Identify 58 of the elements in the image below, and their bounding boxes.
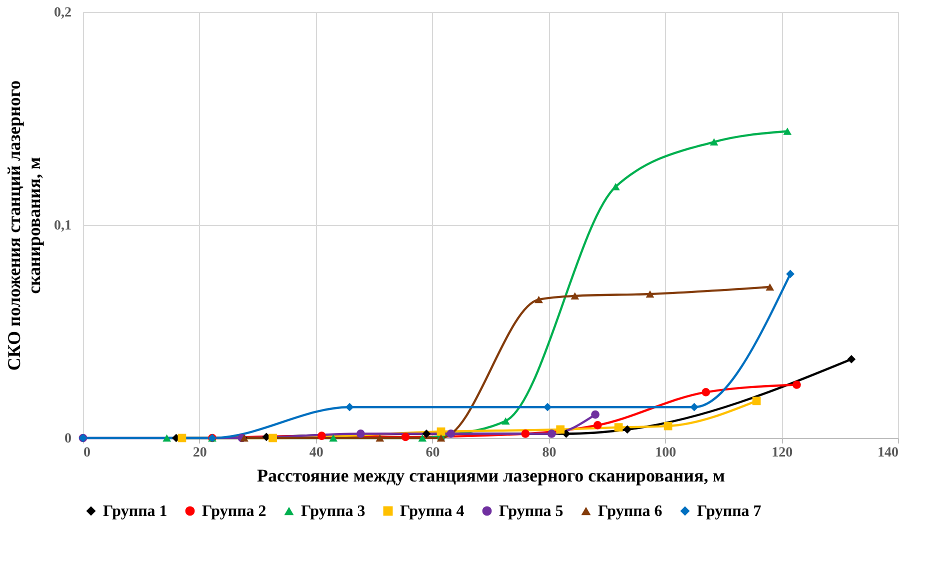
legend-label: Группа 1 <box>103 503 168 520</box>
x-tick-label: 20 <box>192 446 207 460</box>
legend-label: Группа 3 <box>301 503 366 520</box>
point <box>446 430 456 438</box>
legend-label: Группа 2 <box>202 503 266 520</box>
x-tick-label: 140 <box>878 446 898 460</box>
point <box>268 434 277 442</box>
legend-label: Группа 5 <box>499 503 564 520</box>
y-tick-label: 0 <box>64 432 72 446</box>
legend-label: Группа 7 <box>697 503 762 520</box>
x-tick-label: 80 <box>542 446 556 460</box>
y-axis-title: СКО положения станций лазерного сканирования, м <box>4 80 44 371</box>
x-tick-label: 0 <box>84 446 90 460</box>
point <box>570 292 580 300</box>
x-tick-label: 100 <box>655 446 676 460</box>
point <box>178 434 186 442</box>
point <box>646 290 654 298</box>
point <box>521 430 530 438</box>
point <box>591 410 600 419</box>
point <box>376 434 384 442</box>
point <box>847 355 856 364</box>
point <box>401 432 410 442</box>
point <box>623 425 632 434</box>
legend-label: Группа 6 <box>598 503 662 520</box>
point <box>702 388 710 396</box>
point <box>783 128 792 135</box>
y-tick-label: 0,1 <box>54 218 72 234</box>
point <box>345 402 354 412</box>
point <box>422 430 431 438</box>
y-tick-label: 0,2 <box>54 6 72 20</box>
point <box>418 434 427 442</box>
x-tick-label: 60 <box>426 446 440 460</box>
point <box>162 434 172 442</box>
point <box>752 396 761 406</box>
point <box>786 270 794 278</box>
point <box>534 296 543 304</box>
x-tick-label: 40 <box>309 446 324 460</box>
legend-label: Группа 4 <box>400 503 464 520</box>
point <box>356 430 365 438</box>
point <box>501 417 510 425</box>
point <box>436 427 446 436</box>
point <box>593 421 602 430</box>
point <box>792 380 801 389</box>
point <box>556 425 565 434</box>
x-axis-title: Расстояние между станциями лазерного сканирования, м <box>257 466 725 486</box>
point <box>562 430 570 438</box>
point <box>317 432 326 440</box>
point <box>690 402 698 412</box>
point <box>547 430 556 438</box>
point <box>664 422 672 430</box>
point <box>614 423 623 432</box>
point <box>436 434 446 442</box>
point <box>710 138 718 146</box>
point <box>611 183 620 190</box>
point <box>543 402 552 412</box>
x-tick-label: 120 <box>772 446 793 460</box>
point <box>329 434 338 442</box>
point <box>766 283 774 291</box>
